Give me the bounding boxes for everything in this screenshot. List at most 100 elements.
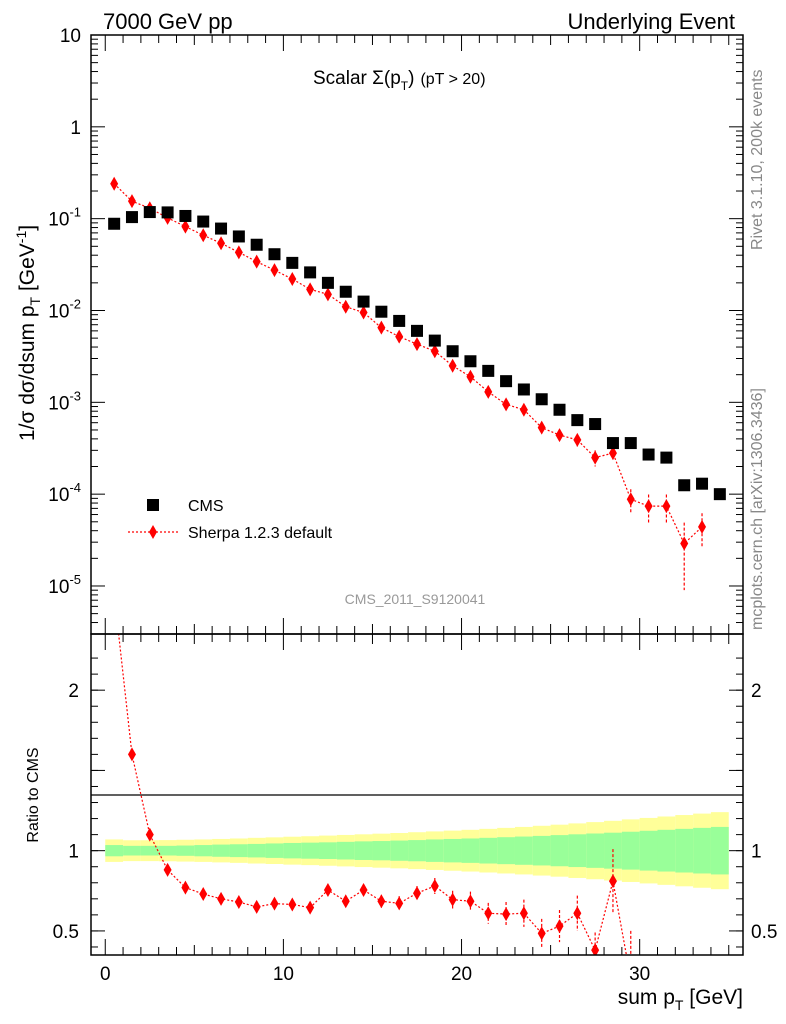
sherpa-point [448,358,457,373]
ratio-inner-band [710,826,729,875]
cms-point [375,305,388,318]
main-y-tick-label: 10-3 [48,388,81,414]
cms-point [321,276,334,289]
ratio-sherpa-point [145,827,154,842]
watermark-label: CMS_2011_S9120041 [345,591,486,607]
x-tick-label: 20 [451,964,472,985]
ratio-sherpa-line [118,634,627,955]
ratio-sherpa-point [110,587,118,601]
cms-point [696,477,709,490]
sherpa-point [127,194,136,209]
ratio-y-tick-label-right: 2 [751,681,762,702]
cms-point [535,393,548,406]
ratio-sherpa-point [199,887,208,902]
sherpa-point [252,254,261,269]
ratio-sherpa-point [413,886,421,901]
ratio-inner-band [176,845,195,856]
legend-cms-marker [147,499,159,511]
ratio-inner-band [550,835,569,867]
sherpa-point [323,287,332,302]
ratio-inner-band [514,836,533,865]
sherpa-point [413,337,421,352]
cms-point [286,256,299,269]
ratio-inner-band [158,845,177,856]
ratio-sherpa-point [519,906,528,921]
cms-point [642,448,655,461]
ratio-sherpa-point [591,943,600,955]
ratio-y-tick-label-left: 1 [68,842,79,863]
main-y-tick-label: 10-1 [48,205,81,231]
sherpa-point [466,369,475,384]
ratio-inner-band [390,840,409,861]
sherpa-point [430,344,439,359]
cms-point [624,437,637,450]
main-y-tick-label: 1 [70,118,81,139]
ratio-sherpa-point [395,896,404,911]
main-plot-panel: Scalar Σ(pT) (pT > 20) CMS_2011_S9120041 … [13,26,744,635]
ratio-sherpa-point [555,919,564,934]
ratio-inner-band [408,840,426,862]
ratio-y-axis-label: Ratio to CMS [25,747,42,842]
x-tick-label: 30 [629,964,650,985]
cms-point [357,295,370,308]
ratio-inner-band [247,843,266,858]
ratio-sherpa-point [484,906,493,921]
sherpa-point [537,420,546,435]
ratio-inner-band [586,833,605,868]
cms-point [108,217,121,230]
x-tick-label: 0 [100,964,111,985]
ratio-sherpa-point [537,926,546,941]
main-y-tick-label: 10 [60,26,81,47]
ratio-sherpa-point [377,894,386,909]
ratio-sherpa-point [163,862,172,877]
ratio-inner-band [283,842,302,859]
ratio-inner-band [319,842,337,860]
ratio-inner-band [265,843,284,858]
ratio-sherpa-point [127,747,136,762]
ratio-y-tick-label-left: 2 [68,681,79,702]
ratio-sherpa-point [270,896,279,911]
ratio-inner-band [693,827,711,874]
plot-title-prefix: Scalar Σ(pT) (pT > 20) [313,68,486,93]
ratio-plot-panel: 2 2 1 1 0.5 0.5 0 10 20 30 Ratio to CMS sum pT [G… [25,587,777,1013]
ratio-inner-band [354,841,373,860]
ratio-plot-frame [90,633,744,956]
ratio-y-tick-label-right: 0.5 [751,922,777,943]
cms-point [464,355,477,368]
ratio-sherpa-point [448,892,457,907]
cms-point [482,364,495,377]
sherpa-point [698,519,707,534]
sherpa-point [680,536,689,551]
cms-point [500,375,513,388]
ratio-sherpa-point [466,894,475,909]
main-y-tick-label: 10-5 [48,572,81,598]
main-y-tick-label: 10-4 [48,480,81,506]
cms-point [589,418,602,431]
ratio-inner-band [479,837,498,864]
sherpa-point [377,320,386,335]
ratio-inner-band [372,841,391,861]
ratio-sherpa-point [430,878,439,893]
sherpa-point [626,492,635,507]
cms-point [428,334,441,347]
ratio-inner-band [123,845,141,856]
legend-sherpa-marker [149,525,157,539]
sherpa-point [359,305,368,320]
cms-point [553,403,566,416]
sherpa-point [181,219,190,234]
ratio-sherpa-point [217,891,226,906]
ratio-sherpa-point [359,882,368,897]
ratio-inner-band [568,834,587,868]
sherpa-point [608,446,617,461]
ratio-inner-band [194,845,213,857]
sherpa-point [591,450,600,465]
cms-point [571,414,584,427]
ratio-inner-band [301,842,320,859]
ratio-sherpa-point [306,900,315,915]
cms-point [161,206,174,219]
cms-point [125,211,138,224]
ratio-inner-band [425,839,444,862]
sherpa-point [662,499,671,514]
cms-point [179,209,192,222]
